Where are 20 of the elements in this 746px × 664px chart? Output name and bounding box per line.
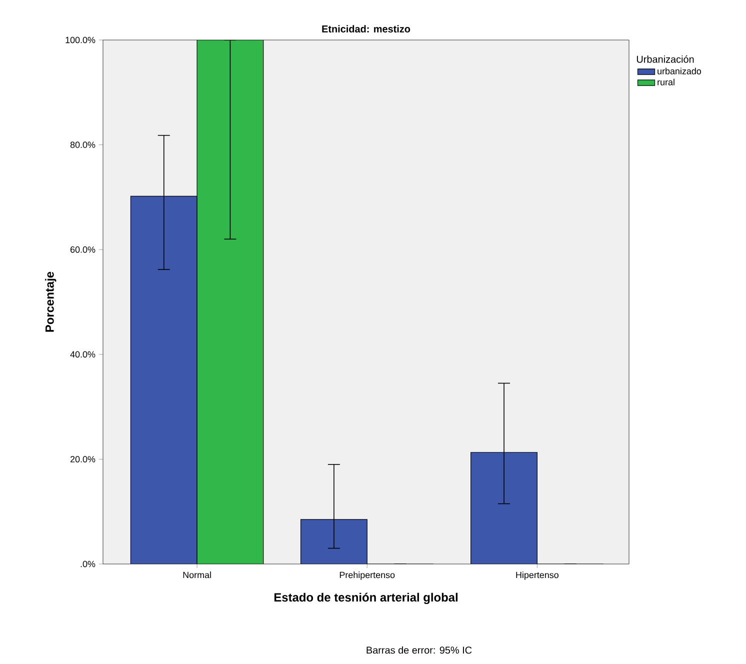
y-tick-label: 40.0% xyxy=(70,351,96,358)
x-axis-title: Estado de tesnión arterial global xyxy=(274,592,458,604)
text: Barras de error: 95% IC xyxy=(366,646,472,654)
y-tick-label: 100.0% xyxy=(66,36,96,44)
legend-label: urbanizado xyxy=(658,68,702,74)
x-tick-label: Normal xyxy=(183,572,211,578)
chart-title: Etnicidad: mestizo xyxy=(322,25,410,32)
y-tick-label: .0% xyxy=(80,560,96,568)
y-tick-label: 20.0% xyxy=(70,456,96,462)
y-tick-label: 60.0% xyxy=(70,246,96,253)
y-tick-label: 80.0% xyxy=(70,142,96,148)
x-tick-label: Hipertenso xyxy=(516,572,558,580)
legend-label: rural xyxy=(658,78,674,86)
legend-title: Urbanización xyxy=(636,55,694,63)
y-axis-title: Porcentaje xyxy=(45,272,56,332)
bar xyxy=(300,519,368,564)
bar xyxy=(470,452,538,564)
x-tick-label: Prehipertenso xyxy=(340,572,395,580)
bar xyxy=(130,196,198,564)
bar xyxy=(196,40,264,564)
